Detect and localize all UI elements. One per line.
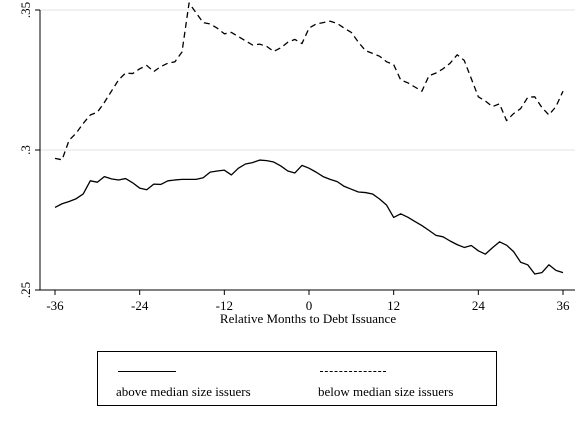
y-tick-label-1: .3 [18, 145, 33, 155]
x-tick-label-5: 24 [472, 298, 486, 313]
legend-key-below-median [320, 371, 386, 372]
series-line-above-median [54, 159, 564, 275]
y-tick-label-0: .25 [18, 282, 33, 298]
x-axis-label: Relative Months to Debt Issuance [220, 311, 396, 326]
legend-label-above-median: above median size issuers [116, 384, 251, 399]
y-axis-ticks: .25 .3 .35 [18, 2, 40, 298]
grid-lines [40, 9, 575, 151]
series-line-below-median [54, 2, 564, 161]
x-tick-label-6: 36 [557, 298, 571, 313]
y-tick-label-2: .35 [18, 2, 33, 18]
x-tick-label-4: 12 [387, 298, 400, 313]
series-layer [54, 2, 564, 275]
x-tick-label-0: -36 [46, 298, 64, 313]
legend-key-above-median [118, 371, 176, 372]
x-tick-label-1: -24 [131, 298, 149, 313]
legend-label-below-median: below median size issuers [318, 384, 454, 399]
x-tick-label-2: -12 [216, 298, 233, 313]
x-axis-ticks: -36 -24 -12 0 12 24 36 [46, 290, 570, 313]
x-tick-label-3: 0 [306, 298, 313, 313]
legend: above median size issuers below median s… [97, 351, 497, 406]
